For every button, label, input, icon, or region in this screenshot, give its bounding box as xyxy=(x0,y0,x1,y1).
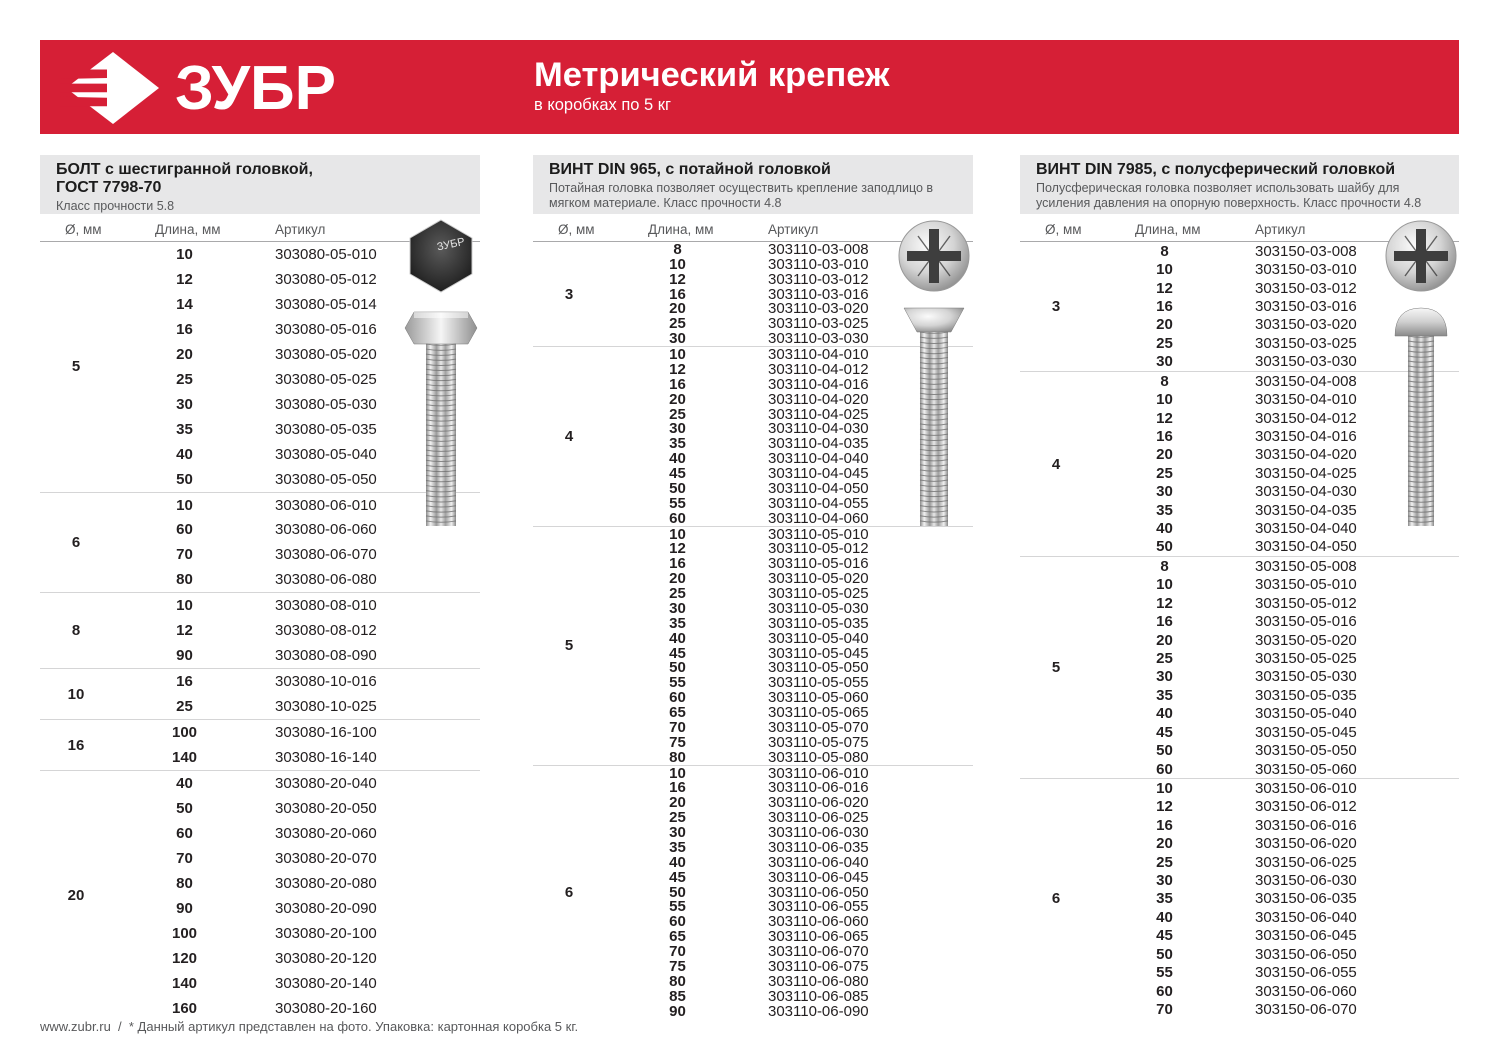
svg-text:ЗУБР: ЗУБР xyxy=(175,54,336,123)
